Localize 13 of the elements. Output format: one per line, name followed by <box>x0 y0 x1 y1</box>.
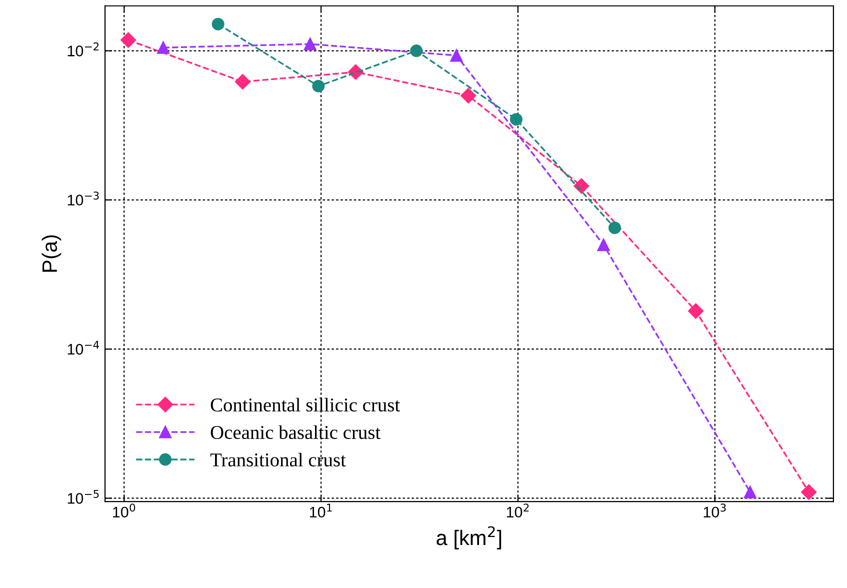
x-tick-label: 10$^{1}$ <box>310 504 332 518</box>
x-tick-label: 10$^{2}$ <box>506 504 529 518</box>
y-tick-label: 10$^{−3}$ <box>68 192 99 206</box>
x-tick-label: 10$^{0}$ <box>113 504 136 518</box>
y-tick-label: 10$^{−4}$ <box>68 340 100 355</box>
y-tick-label: 10$^{−2}$ <box>68 42 99 56</box>
x-tick-label: 10$^{3}$ <box>704 504 726 518</box>
legend-label: Oceanic basaltic crust <box>210 425 381 440</box>
x-axis-title: a [km$^{2}$] <box>436 526 502 550</box>
y-axis-title: P(a) <box>42 235 62 272</box>
legend-label: Transitional crust <box>210 452 346 467</box>
y-tick-label: 10$^{−5}$ <box>68 490 99 504</box>
legend-label: Continental sillicic crust <box>210 398 400 412</box>
